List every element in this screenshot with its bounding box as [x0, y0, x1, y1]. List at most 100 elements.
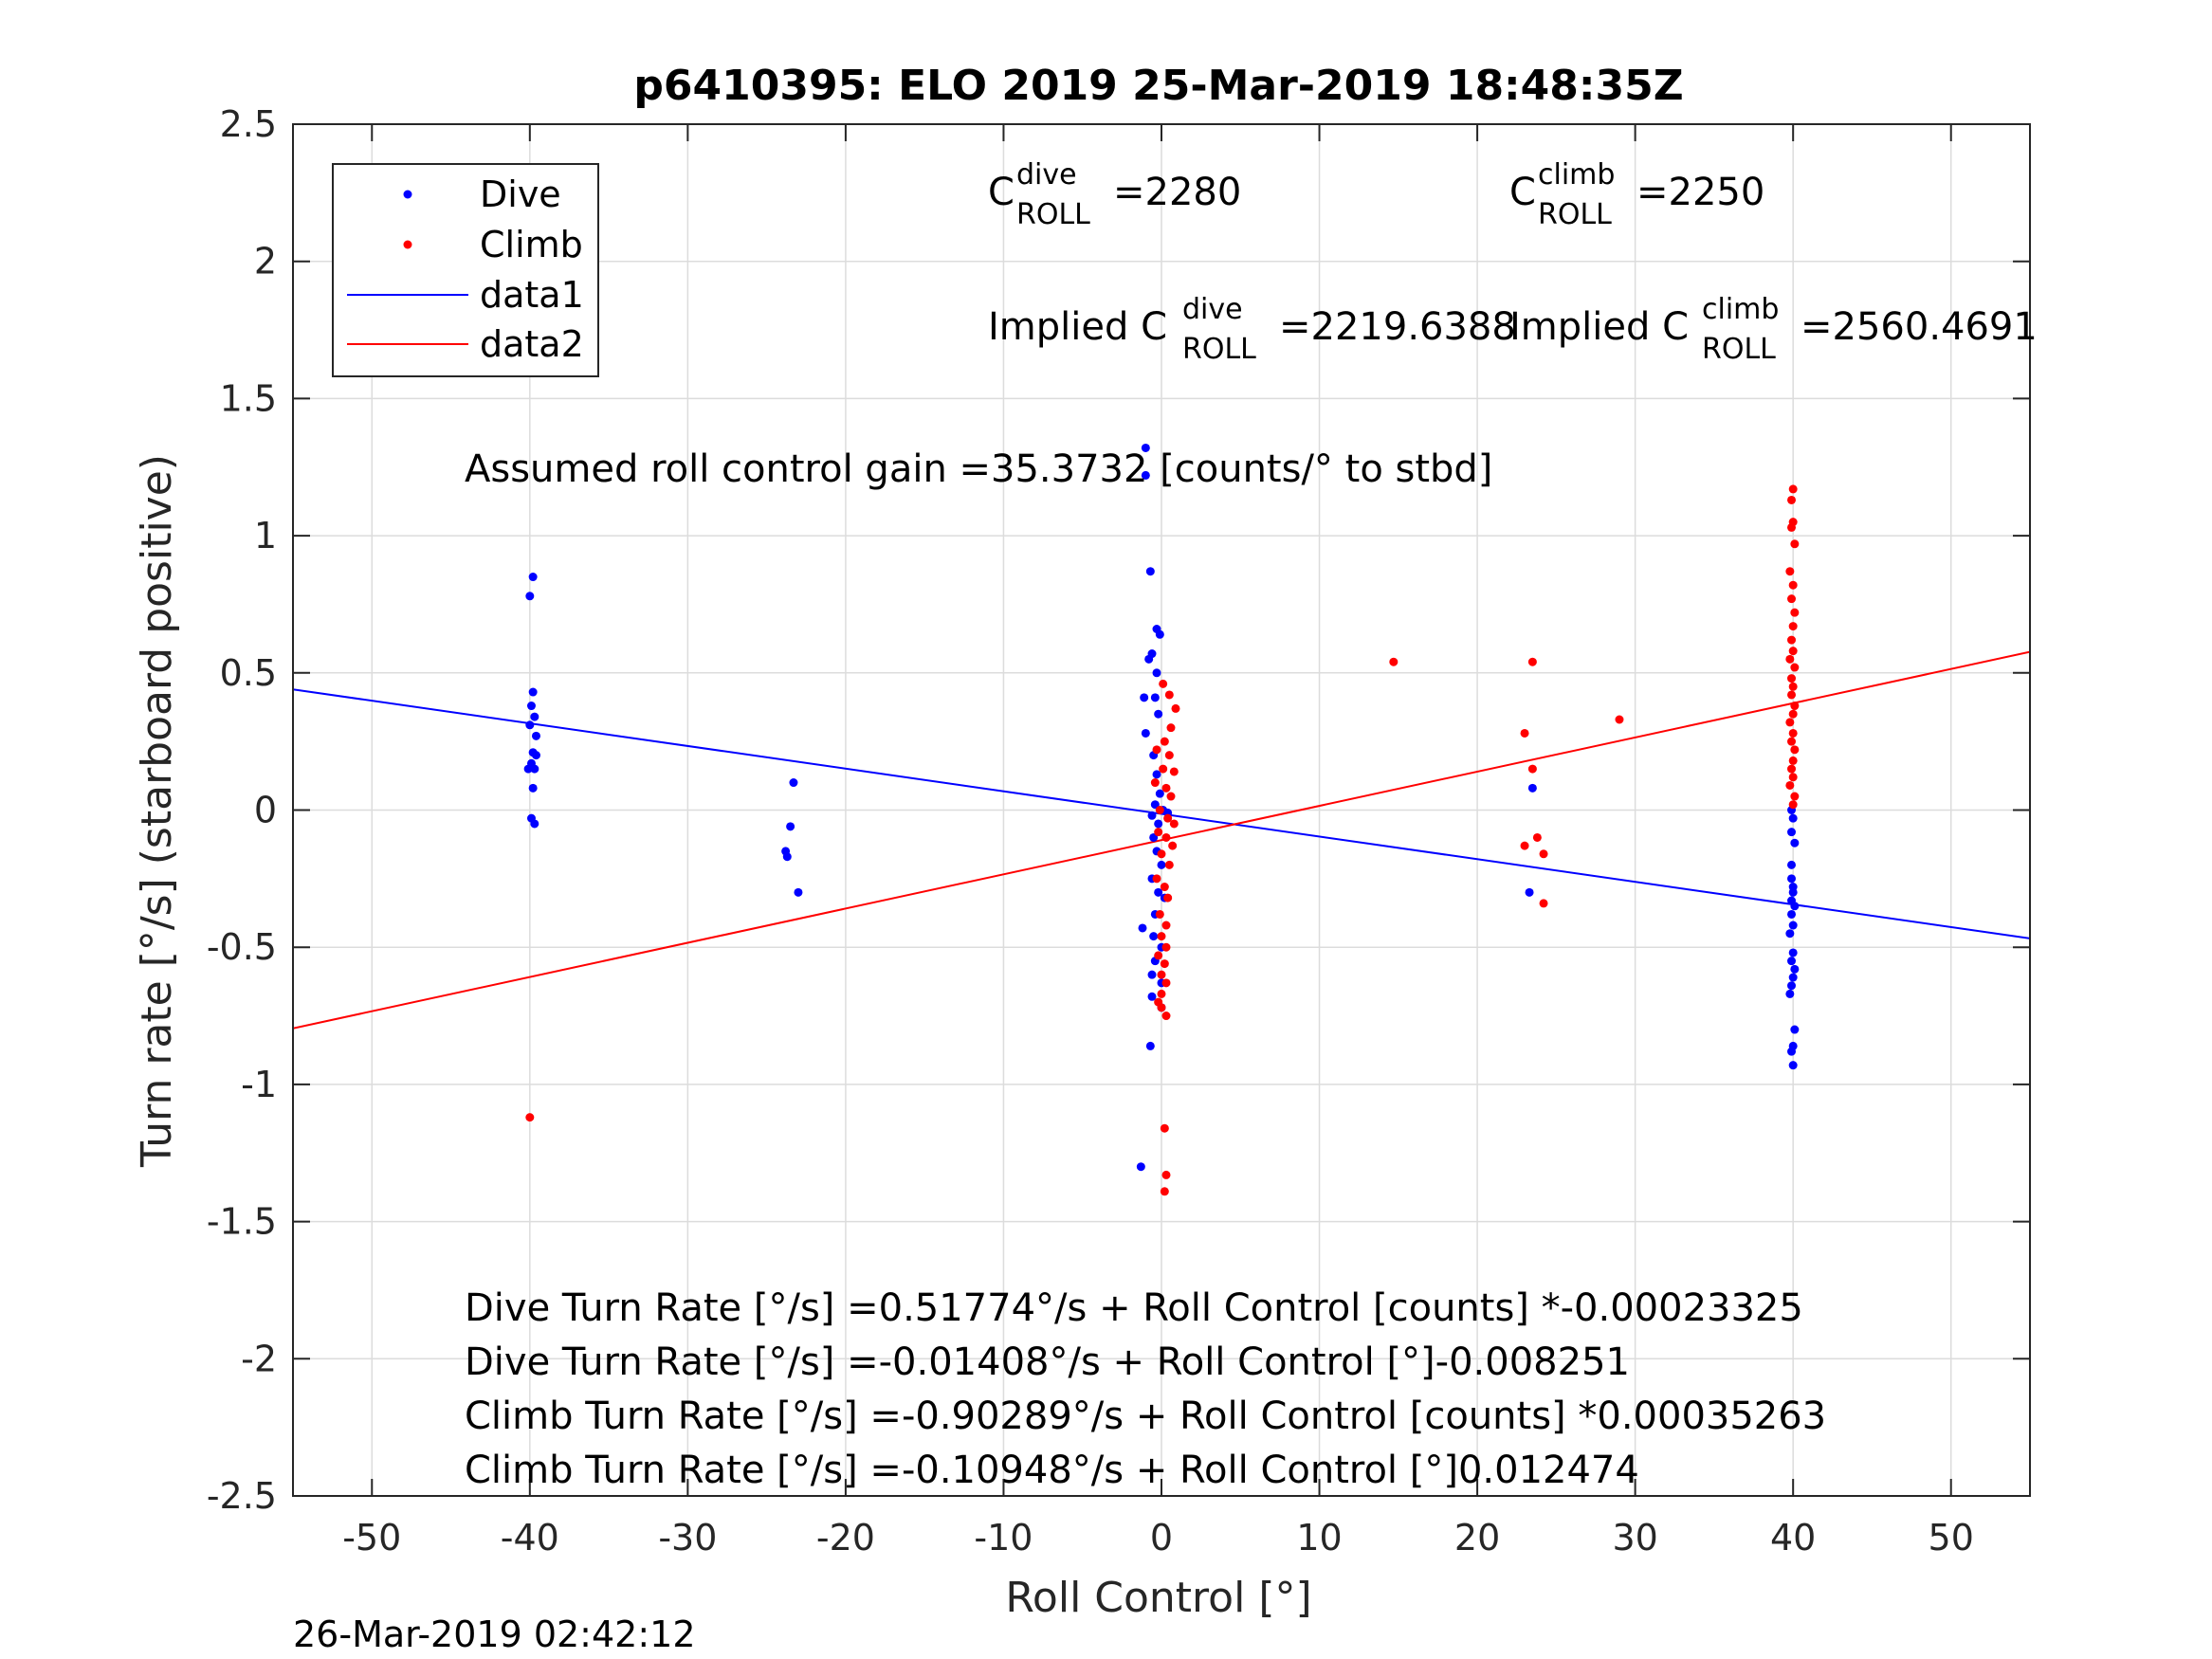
annotation-c-dive: C dive ROLL =2280 — [988, 158, 1241, 231]
climb-point — [1527, 657, 1537, 666]
climb-point — [1788, 756, 1798, 765]
dive-point — [1147, 811, 1157, 820]
y-tick-label: 2.5 — [220, 103, 277, 145]
fit-line-data2 — [293, 650, 2030, 1030]
climb-point — [1785, 718, 1795, 727]
y-tick-label: 0 — [254, 790, 277, 831]
implied-climb-sup: climb — [1702, 293, 1779, 326]
dive-point — [1788, 887, 1798, 897]
climb-point — [1161, 832, 1171, 842]
legend-marker-climb — [403, 240, 412, 249]
climb-point — [1157, 989, 1166, 998]
climb-point — [1157, 932, 1166, 941]
climb-point — [1787, 594, 1797, 604]
dive-point — [1154, 709, 1163, 719]
ticks — [293, 123, 2030, 1497]
implied-dive-sup: dive — [1182, 293, 1243, 326]
climb-point — [1164, 690, 1174, 700]
climb-point — [1161, 783, 1171, 793]
dive-point — [530, 712, 539, 721]
climb-point — [1615, 715, 1624, 724]
dive-point — [1154, 819, 1163, 829]
climb-point — [1787, 522, 1797, 532]
dive-point — [1787, 981, 1797, 991]
legend: Dive Climb data1 data2 — [332, 163, 599, 377]
annotation-c-climb: C climb ROLL =2250 — [1509, 158, 1764, 231]
climb-point — [1788, 709, 1798, 719]
annotation-implied-climb: Implied C climb ROLL =2560.4691 — [1509, 293, 2038, 366]
legend-box — [332, 163, 599, 377]
c-dive-base: C — [988, 171, 1015, 214]
chart-title: p6410395: ELO 2019 25-Mar-2019 18:48:35Z — [633, 62, 1683, 110]
dive-point — [1785, 929, 1795, 939]
dive-point — [1152, 668, 1161, 678]
c-climb-sub: ROLL — [1538, 198, 1612, 231]
scatter-points — [523, 443, 1800, 1196]
annotation-eq3: Climb Turn Rate [°/s] =-0.90289°/s + Rol… — [465, 1395, 1826, 1438]
tick-labels: -50 -40 -30 -20 -10 0 10 20 30 40 50-2.5-2-1.5-1-0… — [207, 103, 1974, 1559]
climb-point — [1787, 495, 1797, 504]
climb-point — [1169, 767, 1179, 776]
climb-point — [1790, 745, 1800, 755]
dive-point — [525, 720, 535, 730]
climb-point — [1161, 978, 1171, 988]
climb-point — [1788, 728, 1798, 738]
x-tick-label: 0 — [1150, 1517, 1173, 1559]
dive-point — [525, 592, 535, 601]
y-tick-label: 1.5 — [220, 377, 277, 419]
climb-point — [1159, 679, 1168, 688]
legend-label-data2: data2 — [480, 323, 584, 365]
y-tick-label: -2.5 — [207, 1475, 277, 1517]
climb-point — [1160, 737, 1169, 746]
climb-point — [1160, 883, 1169, 892]
x-tick-label: -40 — [501, 1517, 559, 1559]
climb-point — [1787, 690, 1797, 700]
implied-climb-sub: ROLL — [1702, 333, 1776, 366]
climb-point — [1389, 657, 1398, 666]
climb-point — [1785, 780, 1795, 790]
dive-point — [782, 852, 792, 862]
c-dive-sup: dive — [1016, 158, 1077, 191]
climb-point — [1171, 703, 1180, 713]
dive-point — [789, 778, 798, 788]
climb-point — [1787, 737, 1797, 746]
y-tick-label: 2 — [254, 241, 277, 283]
climb-point — [1785, 567, 1795, 576]
climb-point — [1154, 951, 1163, 960]
climb-point — [1163, 813, 1173, 823]
dive-point — [1787, 1047, 1797, 1056]
dive-point — [1145, 567, 1155, 576]
dive-point — [1145, 1041, 1155, 1050]
dive-point — [1787, 860, 1797, 869]
y-tick-label: 0.5 — [220, 652, 277, 694]
annotation-implied-dive: Implied C dive ROLL =2219.6388 — [988, 293, 1516, 366]
annotation-eq4: Climb Turn Rate [°/s] =-0.10948°/s + Rol… — [465, 1449, 1639, 1492]
climb-point — [1154, 828, 1163, 837]
y-tick-label: -2 — [241, 1338, 277, 1379]
y-tick-label: 1 — [254, 515, 277, 556]
climb-point — [1790, 608, 1800, 617]
dive-point — [1790, 902, 1800, 911]
dive-point — [1155, 629, 1164, 639]
climb-point — [525, 1113, 535, 1122]
climb-point — [1527, 764, 1537, 774]
dive-point — [1150, 693, 1160, 702]
climb-point — [1520, 728, 1529, 738]
plot-area — [293, 443, 2030, 1196]
climb-point — [1166, 723, 1176, 733]
climb-point — [1163, 893, 1173, 902]
climb-point — [1155, 909, 1164, 919]
legend-label-dive: Dive — [480, 173, 561, 215]
climb-point — [1161, 1170, 1171, 1179]
climb-point — [1161, 921, 1171, 930]
climb-point — [1157, 1003, 1166, 1012]
c-climb-value: =2250 — [1636, 171, 1764, 214]
climb-point — [1788, 647, 1798, 656]
dive-point — [526, 702, 536, 711]
implied-dive-value: =2219.6388 — [1279, 305, 1516, 349]
y-tick-label: -1.5 — [207, 1201, 277, 1243]
c-climb-base: C — [1509, 171, 1536, 214]
legend-label-data1: data1 — [480, 274, 584, 316]
c-dive-value: =2280 — [1113, 171, 1241, 214]
